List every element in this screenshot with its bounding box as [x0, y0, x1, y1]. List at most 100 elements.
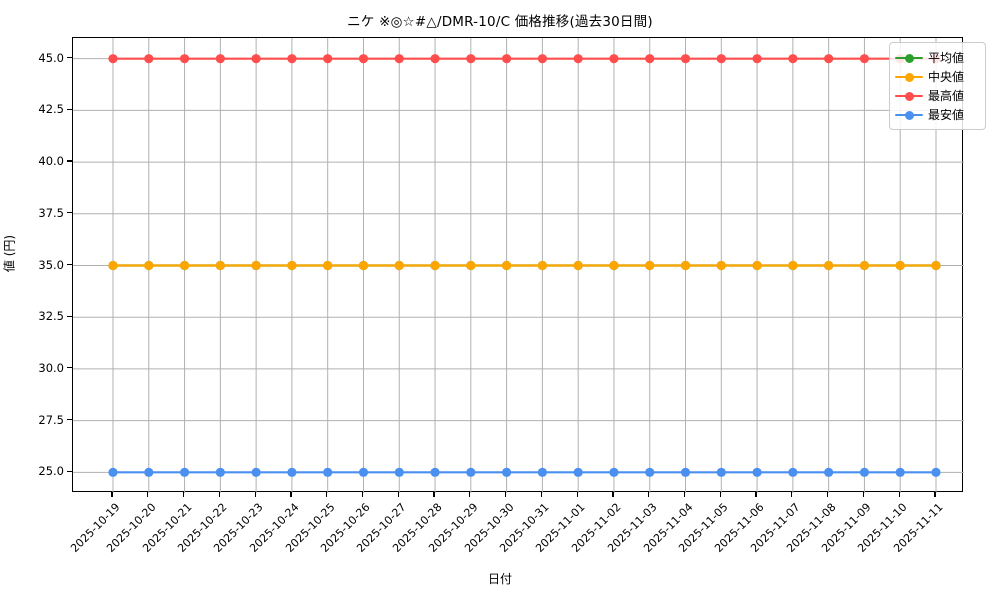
x-axis-tick-mark	[397, 492, 399, 497]
x-axis-tick-mark	[111, 492, 113, 497]
data-point-marker	[537, 467, 547, 477]
data-point-marker	[788, 467, 798, 477]
data-point-marker	[609, 260, 619, 271]
data-point-marker	[394, 467, 404, 477]
y-axis-tick-label: 42.5	[38, 102, 64, 117]
y-axis-tick-mark	[67, 263, 72, 266]
data-point-marker	[394, 260, 404, 271]
x-axis-tick-label: 2025-10-21	[139, 500, 195, 556]
data-point-marker	[251, 467, 261, 477]
x-axis-tick-mark	[683, 492, 686, 497]
x-axis-tick-mark	[290, 492, 292, 497]
data-point-marker	[358, 260, 369, 271]
x-axis-tick-mark	[612, 492, 614, 497]
x-axis-tick-mark	[505, 492, 507, 497]
data-point-marker	[609, 54, 619, 64]
y-axis-tick-label: 40.0	[38, 154, 64, 169]
legend-marker-icon	[895, 71, 923, 83]
data-point-marker	[466, 467, 476, 477]
data-point-marker	[108, 260, 118, 271]
legend-label: 最安値	[928, 108, 965, 122]
data-point-marker	[323, 467, 333, 477]
x-axis-tick-mark	[719, 492, 721, 497]
data-point-marker	[215, 260, 225, 271]
data-point-marker	[323, 54, 333, 64]
data-point-marker	[287, 467, 297, 477]
x-axis-tick-mark	[648, 492, 650, 497]
legend-item[interactable]: 最高値	[895, 86, 979, 105]
data-point-marker	[251, 260, 261, 271]
data-point-marker	[430, 54, 440, 64]
data-point-marker	[287, 54, 297, 64]
data-point-marker	[752, 260, 762, 271]
legend-item[interactable]: 最安値	[895, 105, 979, 124]
x-axis-tick-label: 2025-10-27	[354, 500, 409, 556]
data-point-marker	[466, 54, 476, 64]
y-axis-tick-mark	[67, 57, 72, 59]
x-axis-tick-mark	[791, 492, 793, 497]
data-point-marker	[358, 54, 369, 64]
legend-item[interactable]: 平均値	[895, 48, 979, 67]
x-axis-tick-label: 2025-10-23	[211, 500, 266, 556]
data-point-marker	[215, 467, 225, 477]
y-axis-tick-label: 35.0	[38, 257, 64, 272]
data-point-marker	[680, 54, 691, 64]
data-point-marker	[573, 260, 583, 271]
data-point-marker	[931, 260, 941, 271]
x-axis-tick-mark	[182, 492, 185, 497]
data-point-marker	[895, 467, 905, 477]
x-axis-tick-mark	[898, 492, 900, 497]
data-point-marker	[573, 54, 583, 64]
x-axis-tick-label: 2025-10-25	[282, 500, 338, 556]
x-axis-tick-label: 2025-11-08	[783, 500, 839, 556]
x-axis-tick-label: 2025-11-02	[569, 500, 624, 556]
y-axis-tick-mark	[67, 212, 72, 214]
data-point-marker	[609, 467, 619, 477]
data-point-marker	[430, 260, 440, 271]
y-axis-tick-label: 45.0	[38, 50, 64, 65]
data-point-marker	[824, 467, 834, 477]
chart-title: ニケ ※◎☆#△/DMR-10/C 価格推移(過去30日間)	[347, 14, 653, 30]
data-point-marker	[716, 54, 726, 64]
data-point-marker	[645, 260, 655, 271]
x-axis-tick-label: 2025-11-07	[748, 500, 803, 556]
x-axis-tick-label: 2025-10-22	[175, 500, 230, 556]
x-axis-tick-label: 2025-11-09	[819, 500, 874, 556]
y-axis-tick-mark	[67, 108, 72, 110]
data-point-marker	[824, 54, 834, 64]
y-axis-tick-label: 32.5	[38, 309, 64, 324]
y-axis-tick-mark	[67, 160, 72, 162]
data-point-marker	[179, 54, 190, 64]
y-axis-tick-labels: 25.0 27.5 30.0 32.5 35.0 37.5 40.0 42.5 45.0	[0, 37, 64, 492]
data-point-marker	[645, 467, 655, 477]
legend-marker-icon	[895, 52, 923, 64]
y-axis-tick-mark	[67, 367, 72, 369]
data-point-marker	[680, 260, 691, 271]
data-point-marker	[788, 260, 798, 271]
x-axis-tick-label: 2025-10-24	[247, 500, 302, 556]
data-point-marker	[144, 54, 154, 64]
legend-label: 最高値	[928, 89, 965, 103]
data-point-marker	[502, 260, 512, 271]
y-axis-tick-label: 30.0	[38, 360, 64, 375]
data-point-marker	[251, 54, 261, 64]
x-axis-tick-mark	[540, 492, 542, 497]
data-point-marker	[179, 467, 190, 477]
x-axis-tick-label: 2025-10-28	[390, 500, 445, 556]
y-axis-tick-mark	[67, 315, 72, 317]
x-axis-tick-marks	[72, 492, 963, 500]
x-axis-tick-label: 2025-10-19	[68, 500, 123, 556]
x-axis-tick-mark	[147, 492, 149, 497]
data-point-marker	[502, 467, 512, 477]
y-axis-tick-label: 25.0	[38, 464, 64, 479]
data-point-marker	[716, 467, 726, 477]
data-point-marker	[859, 467, 870, 477]
data-point-marker	[645, 54, 655, 64]
data-point-marker	[931, 467, 941, 477]
series-lines	[108, 54, 941, 477]
data-point-marker	[430, 467, 440, 477]
legend-label: 中央値	[928, 70, 965, 84]
x-axis-tick-mark	[862, 492, 865, 497]
legend-item[interactable]: 中央値	[895, 67, 979, 86]
chart-legend: 平均値中央値最高値最安値	[889, 42, 986, 130]
